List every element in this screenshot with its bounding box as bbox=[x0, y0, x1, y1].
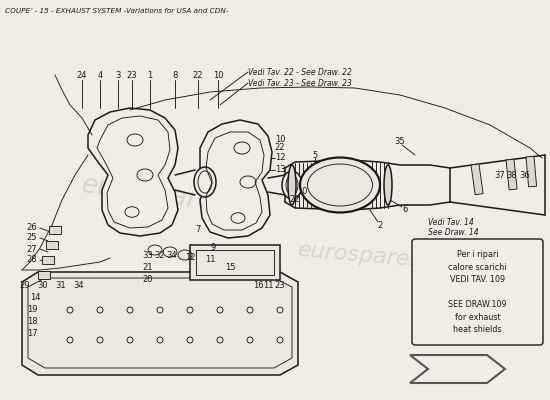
Text: 26: 26 bbox=[27, 224, 37, 232]
Text: 22: 22 bbox=[192, 70, 204, 80]
Text: 21: 21 bbox=[143, 264, 153, 272]
Text: 32: 32 bbox=[155, 250, 166, 260]
FancyBboxPatch shape bbox=[38, 271, 50, 279]
Bar bbox=[506, 159, 517, 190]
Polygon shape bbox=[88, 108, 178, 236]
Text: 30: 30 bbox=[38, 280, 48, 290]
Ellipse shape bbox=[194, 167, 216, 197]
Text: 3: 3 bbox=[116, 70, 120, 80]
Text: Per i ripari
calore scarichi
VEDI TAV. 109

SEE DRAW.109
for exhaust
heat shield: Per i ripari calore scarichi VEDI TAV. 1… bbox=[448, 250, 507, 334]
Text: 10: 10 bbox=[213, 70, 223, 80]
Text: 35: 35 bbox=[395, 138, 405, 146]
Text: 5: 5 bbox=[312, 150, 318, 160]
Polygon shape bbox=[22, 272, 298, 375]
Text: 8: 8 bbox=[172, 70, 178, 80]
Text: 9: 9 bbox=[210, 244, 216, 252]
Text: 12: 12 bbox=[185, 254, 195, 262]
Text: Vedi Tav. 23 - See Draw. 23: Vedi Tav. 23 - See Draw. 23 bbox=[248, 79, 352, 88]
Text: 37: 37 bbox=[494, 170, 505, 180]
Text: 38: 38 bbox=[507, 170, 518, 180]
Text: 33: 33 bbox=[142, 250, 153, 260]
Bar bbox=[526, 156, 537, 187]
Ellipse shape bbox=[300, 158, 380, 212]
Text: 2: 2 bbox=[377, 220, 383, 230]
Text: COUPE’ - 15 - EXHAUST SYSTEM -Variations for USA and CDN-: COUPE’ - 15 - EXHAUST SYSTEM -Variations… bbox=[5, 8, 228, 14]
Text: 12: 12 bbox=[275, 154, 285, 162]
Text: 22: 22 bbox=[275, 144, 285, 152]
Text: 16: 16 bbox=[252, 280, 263, 290]
Text: 28: 28 bbox=[27, 256, 37, 264]
Text: 34: 34 bbox=[167, 250, 177, 260]
Text: 31: 31 bbox=[56, 280, 67, 290]
Text: 14: 14 bbox=[30, 294, 40, 302]
Text: 22: 22 bbox=[290, 196, 300, 204]
Text: 19: 19 bbox=[27, 306, 37, 314]
Ellipse shape bbox=[282, 171, 302, 199]
Text: 10: 10 bbox=[297, 188, 307, 196]
Text: 24: 24 bbox=[77, 70, 87, 80]
FancyBboxPatch shape bbox=[49, 226, 61, 234]
Polygon shape bbox=[200, 120, 272, 238]
Text: eurospares: eurospares bbox=[297, 240, 423, 270]
Text: 15: 15 bbox=[225, 264, 235, 272]
Text: eurospares: eurospares bbox=[80, 172, 230, 218]
Text: 4: 4 bbox=[97, 70, 103, 80]
Text: 11: 11 bbox=[263, 280, 273, 290]
Text: 7: 7 bbox=[195, 226, 201, 234]
Text: 36: 36 bbox=[520, 170, 530, 180]
FancyBboxPatch shape bbox=[42, 256, 54, 264]
Text: 1: 1 bbox=[147, 70, 153, 80]
Text: 29: 29 bbox=[20, 280, 30, 290]
Text: 23: 23 bbox=[274, 280, 285, 290]
FancyBboxPatch shape bbox=[412, 239, 543, 345]
Text: 27: 27 bbox=[27, 244, 37, 254]
Text: See Draw. 14: See Draw. 14 bbox=[428, 228, 478, 237]
FancyBboxPatch shape bbox=[190, 245, 280, 280]
Ellipse shape bbox=[384, 165, 392, 205]
Ellipse shape bbox=[288, 165, 296, 205]
Text: Vedi Tav. 14: Vedi Tav. 14 bbox=[428, 218, 474, 227]
Text: 23: 23 bbox=[126, 70, 138, 80]
Text: Vedi Tav. 22 - See Draw. 22: Vedi Tav. 22 - See Draw. 22 bbox=[248, 68, 352, 77]
Bar bbox=[471, 164, 483, 195]
FancyBboxPatch shape bbox=[46, 241, 58, 249]
Text: 13: 13 bbox=[274, 166, 285, 174]
Text: 25: 25 bbox=[27, 234, 37, 242]
Text: 18: 18 bbox=[27, 318, 37, 326]
Text: 34: 34 bbox=[74, 280, 84, 290]
Text: 17: 17 bbox=[27, 330, 37, 338]
Text: 10: 10 bbox=[275, 136, 285, 144]
Text: 6: 6 bbox=[402, 206, 408, 214]
Text: 20: 20 bbox=[143, 276, 153, 284]
Text: 11: 11 bbox=[205, 256, 215, 264]
